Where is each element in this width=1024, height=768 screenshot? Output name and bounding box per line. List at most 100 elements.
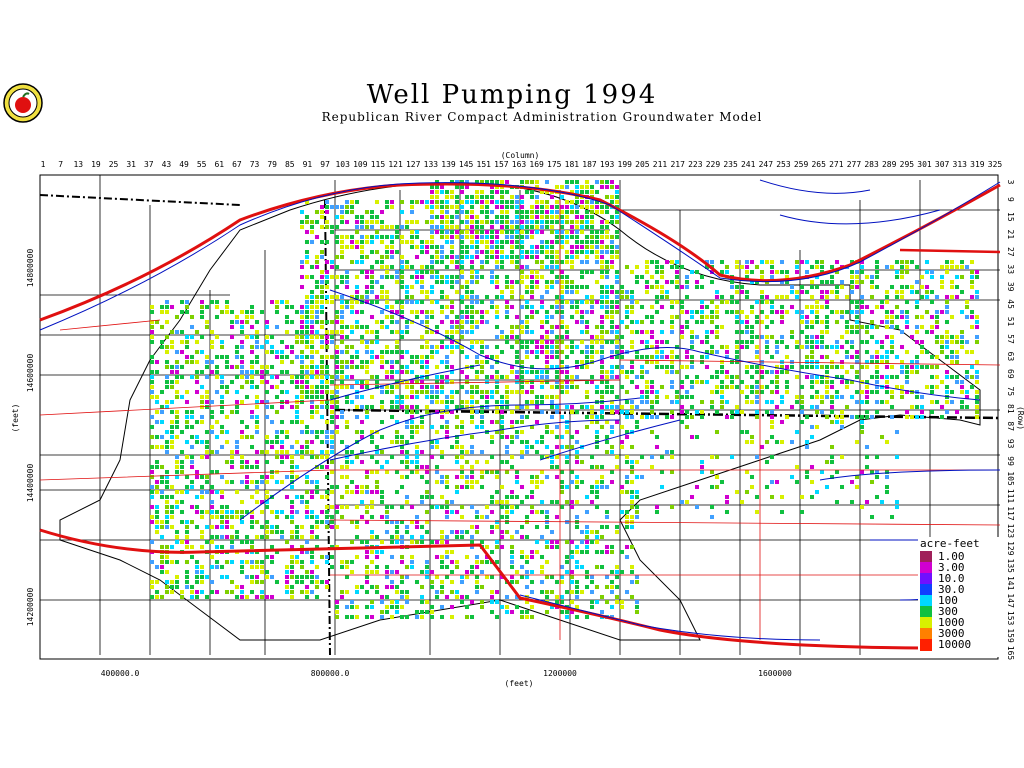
pumping-cell	[395, 225, 399, 229]
pumping-cell	[595, 585, 599, 589]
pumping-cell	[635, 265, 639, 269]
pumping-cell	[625, 375, 629, 379]
pumping-cell	[175, 395, 179, 399]
pumping-cell	[400, 285, 404, 289]
pumping-cell	[515, 200, 519, 204]
pumping-cell	[155, 460, 159, 464]
pumping-cell	[940, 280, 944, 284]
pumping-cell	[585, 530, 589, 534]
pumping-cell	[150, 595, 154, 599]
pumping-cell	[645, 415, 649, 419]
pumping-cell	[530, 615, 534, 619]
pumping-cell	[820, 330, 824, 334]
pumping-cell	[900, 290, 904, 294]
pumping-cell	[370, 225, 374, 229]
pumping-cell	[370, 440, 374, 444]
pumping-cell	[370, 455, 374, 459]
pumping-cell	[320, 365, 324, 369]
pumping-cell	[330, 265, 334, 269]
pumping-cell	[945, 295, 949, 299]
pumping-cell	[635, 275, 639, 279]
pumping-cell	[380, 615, 384, 619]
pumping-cell	[575, 360, 579, 364]
pumping-cell	[545, 590, 549, 594]
pumping-cell	[490, 280, 494, 284]
pumping-cell	[370, 395, 374, 399]
pumping-cell	[535, 205, 539, 209]
pumping-cell	[725, 270, 729, 274]
pumping-cell	[345, 360, 349, 364]
pumping-cell	[205, 430, 209, 434]
pumping-cell	[705, 315, 709, 319]
pumping-cell	[430, 540, 434, 544]
pumping-cell	[690, 330, 694, 334]
pumping-cell	[605, 550, 609, 554]
pumping-cell	[600, 550, 604, 554]
pumping-cell	[435, 350, 439, 354]
pumping-cell	[595, 420, 599, 424]
pumping-cell	[375, 280, 379, 284]
pumping-cell	[865, 395, 869, 399]
pumping-cell	[580, 330, 584, 334]
pumping-cell	[685, 375, 689, 379]
pumping-cell	[385, 255, 389, 259]
pumping-cell	[185, 415, 189, 419]
pumping-cell	[285, 300, 289, 304]
pumping-cell	[550, 430, 554, 434]
pumping-cell	[230, 365, 234, 369]
pumping-cell	[165, 310, 169, 314]
pumping-cell	[215, 335, 219, 339]
pumping-cell	[915, 300, 919, 304]
pumping-cell	[885, 290, 889, 294]
pumping-cell	[175, 505, 179, 509]
pumping-cell	[555, 395, 559, 399]
pumping-cell	[680, 335, 684, 339]
pumping-cell	[170, 380, 174, 384]
pumping-cell	[910, 365, 914, 369]
pumping-cell	[595, 260, 599, 264]
pumping-cell	[770, 355, 774, 359]
pumping-cell	[925, 295, 929, 299]
pumping-cell	[540, 400, 544, 404]
pumping-cell	[535, 310, 539, 314]
pumping-cell	[365, 340, 369, 344]
pumping-cell	[725, 370, 729, 374]
pumping-cell	[300, 375, 304, 379]
pumping-cell	[195, 350, 199, 354]
pumping-cell	[425, 565, 429, 569]
pumping-cell	[370, 615, 374, 619]
pumping-cell	[685, 350, 689, 354]
pumping-cell	[235, 490, 239, 494]
pumping-cell	[665, 370, 669, 374]
pumping-cell	[575, 195, 579, 199]
pumping-cell	[455, 280, 459, 284]
pumping-cell	[295, 535, 299, 539]
pumping-cell	[325, 405, 329, 409]
pumping-cell	[410, 240, 414, 244]
pumping-cell	[485, 230, 489, 234]
pumping-cell	[250, 325, 254, 329]
pumping-cell	[560, 335, 564, 339]
pumping-cell	[205, 450, 209, 454]
pumping-cell	[395, 435, 399, 439]
pumping-cell	[585, 245, 589, 249]
pumping-cell	[650, 345, 654, 349]
pumping-cell	[565, 370, 569, 374]
pumping-cell	[630, 340, 634, 344]
pumping-cell	[460, 300, 464, 304]
pumping-cell	[645, 385, 649, 389]
pumping-cell	[625, 510, 629, 514]
pumping-cell	[460, 245, 464, 249]
pumping-cell	[570, 445, 574, 449]
pumping-cell	[365, 485, 369, 489]
pumping-cell	[520, 390, 524, 394]
pumping-cell	[460, 475, 464, 479]
pumping-cell	[515, 220, 519, 224]
pumping-cell	[225, 305, 229, 309]
pumping-cell	[295, 410, 299, 414]
pumping-cell	[495, 260, 499, 264]
pumping-cell	[680, 325, 684, 329]
pumping-cell	[540, 205, 544, 209]
pumping-cell	[400, 280, 404, 284]
pumping-cell	[270, 445, 274, 449]
